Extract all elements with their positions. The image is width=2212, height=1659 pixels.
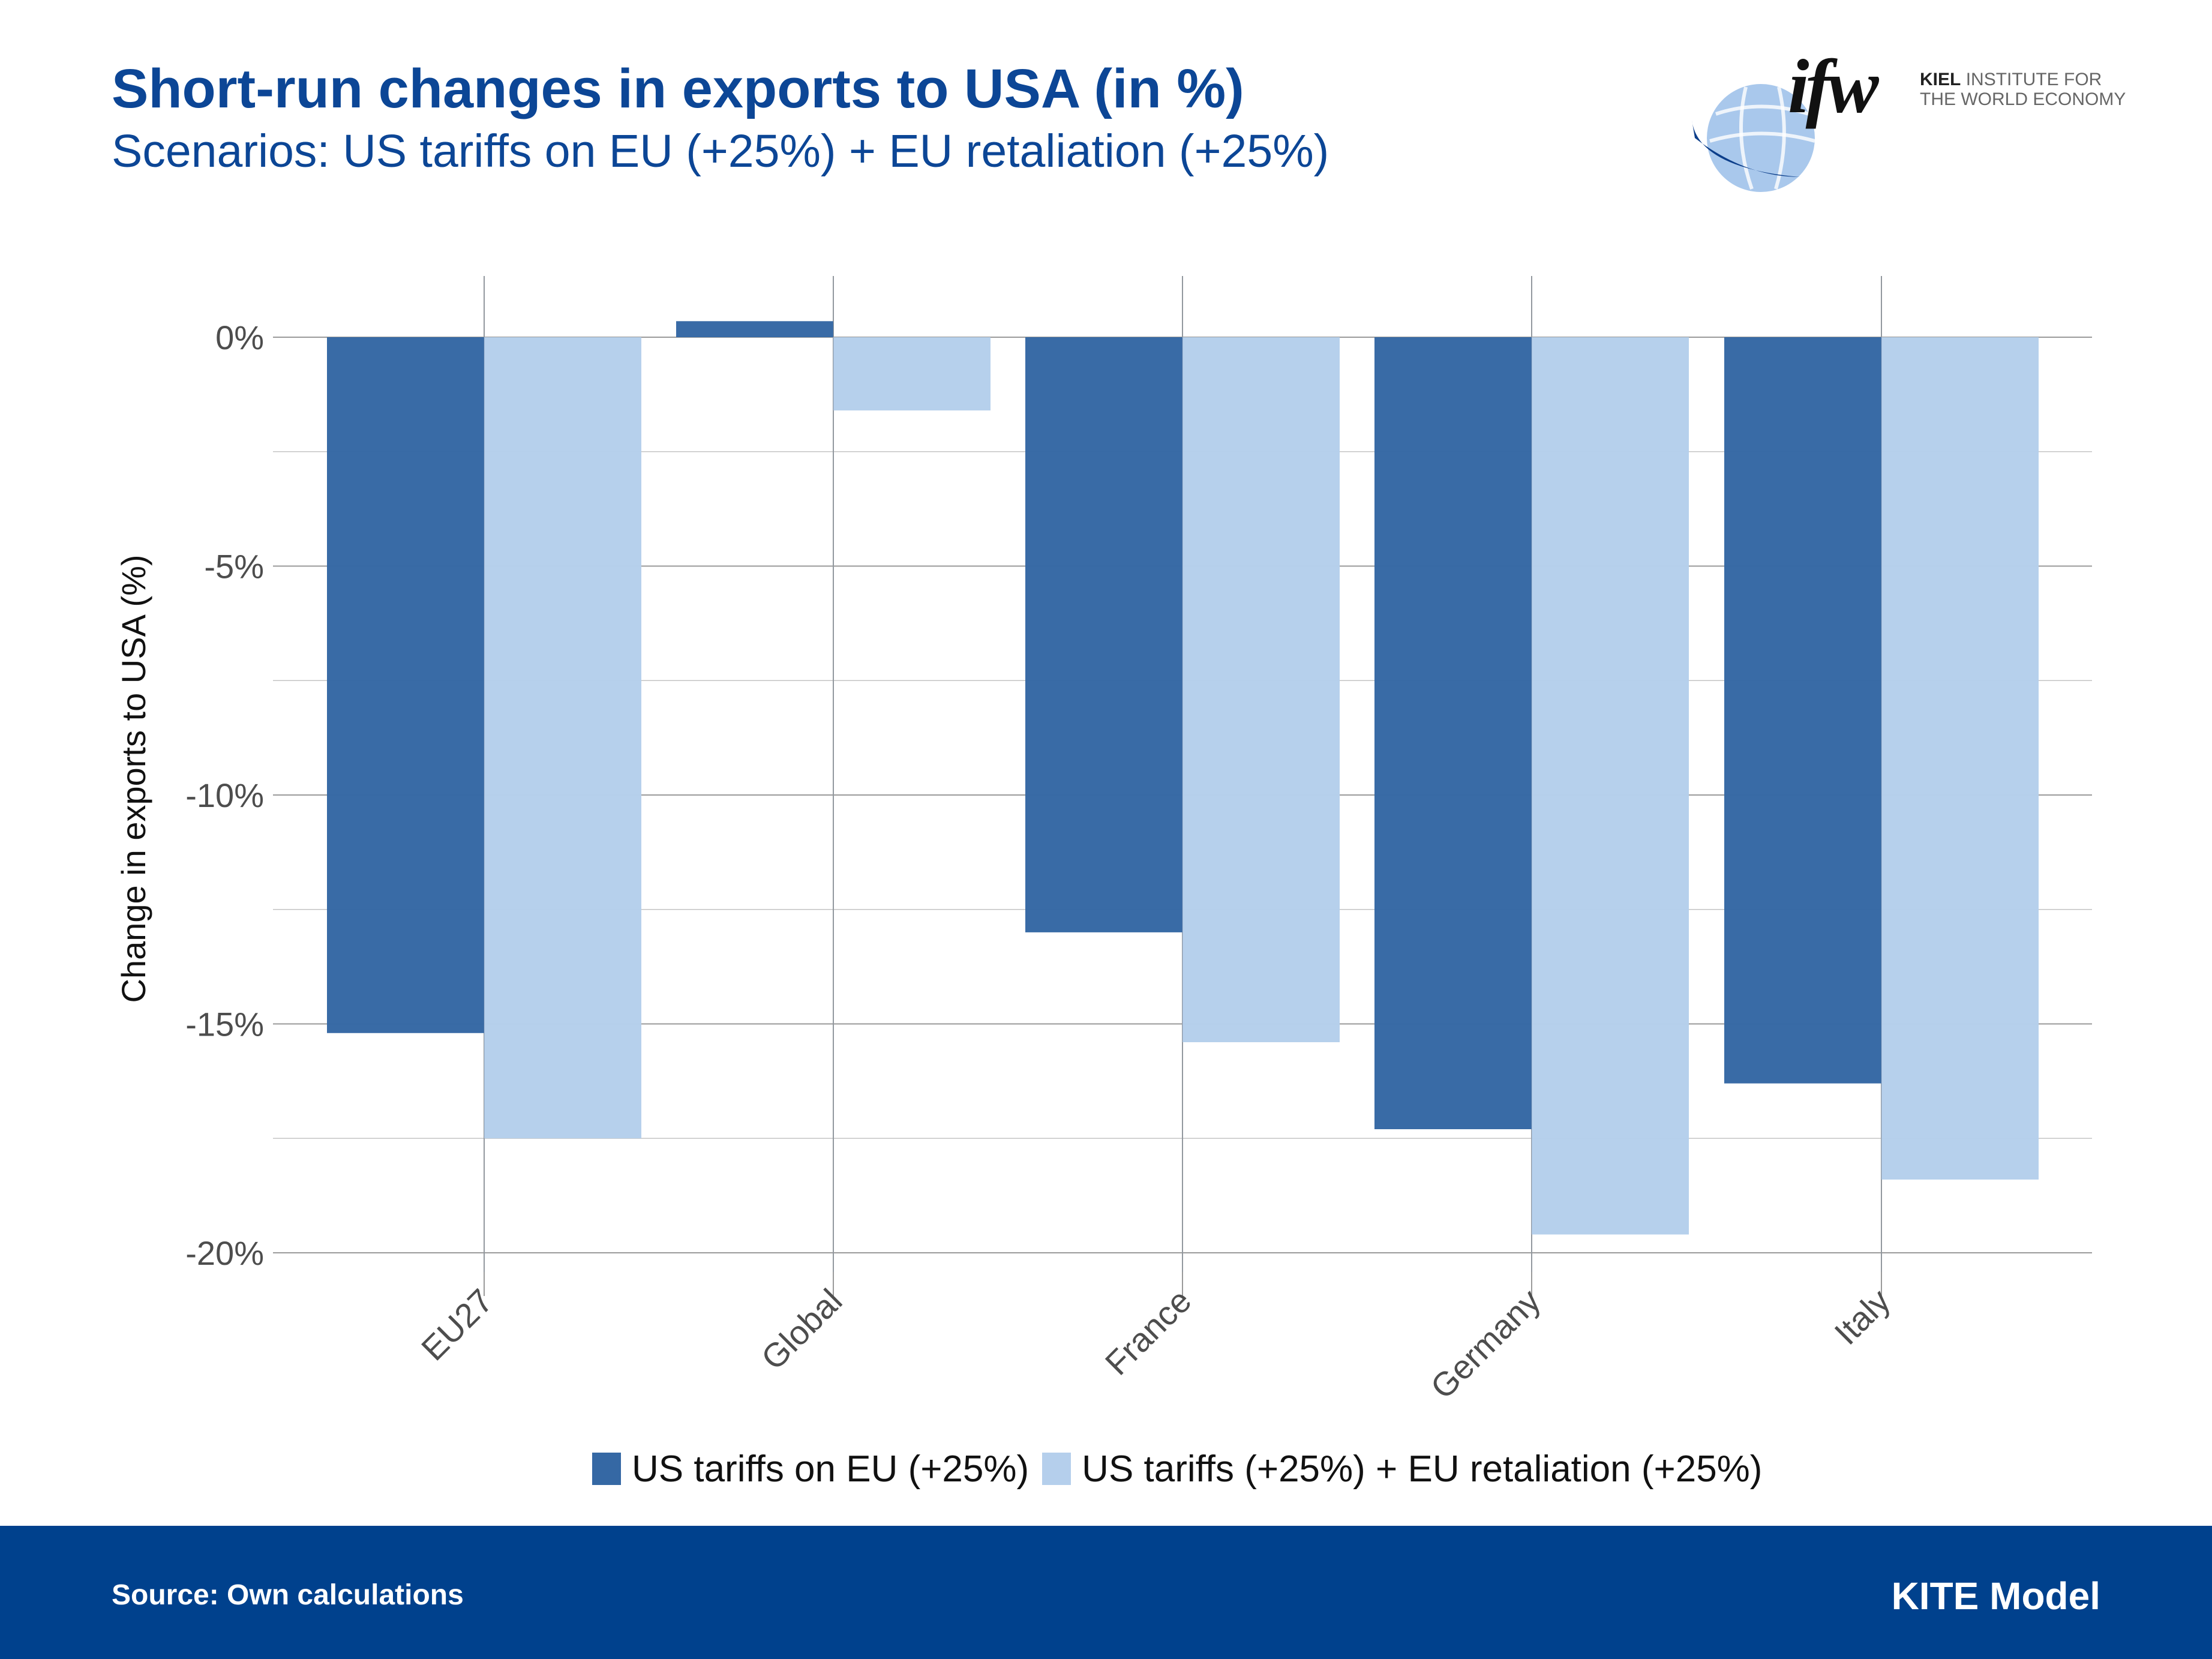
bar-eu27-series-2 <box>484 337 641 1139</box>
bar-eu27-series-1 <box>327 337 484 1033</box>
x-tick-label: EU27 <box>414 1282 500 1368</box>
x-tick-label: France <box>1098 1282 1199 1382</box>
legend-swatch-series-1 <box>592 1453 621 1485</box>
chart-subtitle: Scenarios: US tariffs on EU (+25%) + EU … <box>112 125 1329 177</box>
x-tick-label: Global <box>754 1282 849 1377</box>
x-tick-label: Italy <box>1827 1282 1897 1352</box>
legend: US tariffs on EU (+25%) US tariffs (+25%… <box>592 1448 1775 1490</box>
chart-title: Short-run changes in exports to USA (in … <box>112 58 1244 119</box>
legend-item-series-1: US tariffs on EU (+25%) <box>592 1448 1029 1490</box>
y-tick-label: -5% <box>204 548 264 586</box>
bars <box>327 276 2039 1272</box>
ifw-logo: ifw KIEL INSTITUTE FOR THE WORLD ECONOMY <box>1680 42 2126 204</box>
bar-france-series-1 <box>1025 337 1182 932</box>
bar-chart: 0% -5% -10% -15% -20% EU27 Global France Germany… <box>115 276 2092 1406</box>
y-tick-label: -10% <box>185 776 264 814</box>
bar-italy-series-1 <box>1724 337 1881 1084</box>
logo-institute-name: KIEL INSTITUTE FOR THE WORLD ECONOMY <box>1920 70 2126 109</box>
bar-france-series-2 <box>1182 337 1340 1043</box>
legend-label-series-1: US tariffs on EU (+25%) <box>632 1448 1030 1490</box>
bar-global-series-1 <box>676 321 833 337</box>
x-tick-label: Germany <box>1423 1282 1547 1406</box>
legend-label-series-2: US tariffs (+25%) + EU retaliation (+25%… <box>1082 1448 1763 1490</box>
logo-wordmark: ifw <box>1788 44 1879 129</box>
bar-italy-series-2 <box>1881 337 2039 1180</box>
y-tick-label: -15% <box>185 1006 264 1043</box>
y-tick-label: 0% <box>215 319 264 356</box>
bar-germany-series-2 <box>1532 337 1689 1235</box>
y-axis-title: Change in exports to USA (%) <box>115 554 152 1003</box>
globe-icon <box>1692 84 1815 192</box>
model-label: KITE Model <box>1891 1574 2100 1618</box>
bar-germany-series-1 <box>1374 337 1532 1129</box>
bar-global-series-2 <box>833 337 991 411</box>
legend-swatch-series-2 <box>1042 1453 1072 1485</box>
footer-bar: Source: Own calculations KITE Model <box>0 1526 2212 1659</box>
y-tick-label: -20% <box>185 1234 264 1272</box>
legend-item-series-2: US tariffs (+25%) + EU retaliation (+25%… <box>1042 1448 1762 1490</box>
source-note: Source: Own calculations <box>112 1579 464 1611</box>
